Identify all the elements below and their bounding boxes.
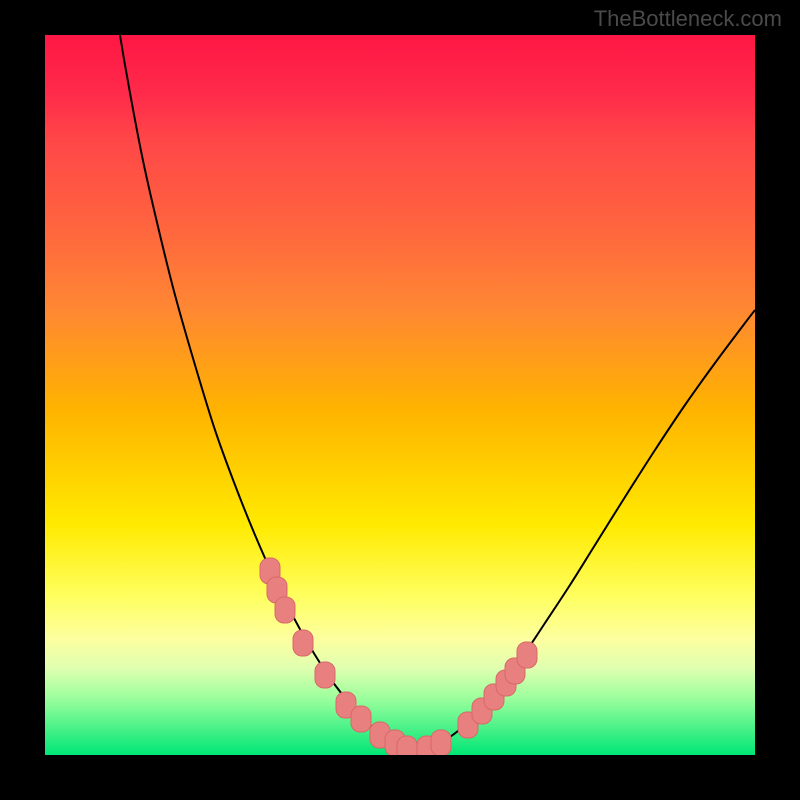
markers-group [260, 558, 537, 755]
left-curve-line [120, 35, 395, 743]
watermark-text: TheBottleneck.com [594, 6, 782, 32]
plot-area [45, 35, 755, 755]
marker-point [517, 642, 537, 668]
chart-svg [45, 35, 755, 755]
marker-point [397, 736, 417, 755]
marker-point [293, 630, 313, 656]
marker-point [431, 730, 451, 755]
marker-point [351, 706, 371, 732]
right-curve-line [440, 310, 755, 743]
marker-point [275, 597, 295, 623]
marker-point [315, 662, 335, 688]
